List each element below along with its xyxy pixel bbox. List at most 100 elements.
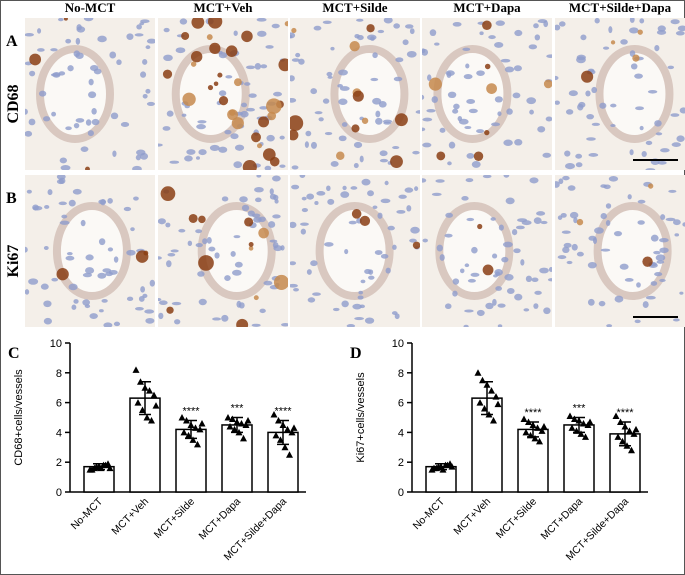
nucleus [557, 215, 563, 220]
nucleus [372, 52, 378, 59]
nucleus [448, 141, 456, 149]
significance-label: **** [274, 405, 292, 417]
nucleus [230, 133, 239, 140]
nucleus [206, 237, 212, 244]
nucleus [435, 179, 445, 183]
nucleus [68, 283, 78, 291]
nucleus [585, 90, 591, 97]
nucleus [384, 180, 389, 186]
nucleus [358, 290, 364, 295]
nucleus [545, 116, 552, 122]
nucleus [290, 221, 297, 229]
nucleus [224, 129, 232, 135]
nucleus [214, 252, 220, 259]
nucleus [563, 242, 572, 248]
nucleus [105, 271, 113, 277]
data-point [137, 378, 144, 385]
nucleus [383, 121, 392, 125]
nucleus [361, 178, 371, 186]
nucleus [422, 142, 432, 148]
nucleus [461, 196, 469, 201]
nucleus [422, 117, 433, 122]
nucleus [65, 255, 75, 261]
stained-cell [160, 186, 176, 201]
nucleus [290, 75, 295, 82]
nucleus [564, 150, 571, 157]
nucleus [429, 29, 437, 37]
stained-cell [637, 29, 643, 35]
data-point [536, 437, 543, 445]
nucleus [110, 112, 119, 120]
nucleus [65, 38, 72, 44]
data-point [152, 402, 160, 409]
stained-cell [241, 30, 253, 43]
data-point [623, 442, 631, 449]
nucleus [178, 228, 186, 233]
nucleus [543, 20, 549, 28]
tissue [555, 18, 685, 170]
nucleus [142, 93, 148, 99]
nucleus [504, 66, 515, 73]
nucleus [531, 277, 539, 283]
nucleus [452, 108, 459, 114]
panel-letter: B [6, 190, 17, 207]
stained-cell [166, 306, 174, 314]
nucleus [233, 30, 238, 36]
data-point [534, 424, 541, 431]
nucleus [673, 219, 681, 226]
stained-cell [290, 129, 299, 141]
nucleus [364, 317, 375, 324]
stained-cell [248, 241, 254, 247]
nucleus [463, 73, 473, 80]
nucleus [240, 110, 249, 118]
nucleus [304, 141, 309, 148]
data-point [538, 427, 546, 434]
nucleus [136, 24, 142, 30]
nucleus [327, 198, 335, 205]
nucleus [639, 18, 645, 24]
data-point [141, 384, 149, 391]
nucleus [415, 110, 420, 114]
nucleus [650, 234, 659, 242]
nucleus [305, 130, 312, 137]
data-point [485, 411, 493, 418]
micrograph [290, 175, 420, 327]
nucleus [377, 212, 383, 219]
nucleus [232, 269, 242, 276]
nucleus [546, 54, 552, 58]
stained-cell [229, 109, 236, 116]
nucleus [506, 287, 515, 295]
data-point [196, 425, 204, 433]
nucleus [120, 122, 130, 128]
nucleus [608, 176, 619, 182]
data-point [621, 422, 629, 430]
data-point [226, 422, 234, 430]
data-point [286, 451, 293, 458]
nucleus [654, 271, 663, 277]
nucleus [367, 34, 377, 41]
stained-cell [351, 209, 362, 219]
stained-cell [248, 246, 254, 251]
stained-cell [642, 256, 653, 267]
nucleus [555, 24, 561, 31]
tissue [290, 18, 420, 170]
nucleus [629, 149, 634, 156]
nucleus [107, 247, 114, 252]
y-tick-label: 0 [398, 487, 404, 499]
nucleus [485, 302, 494, 310]
nucleus [239, 196, 248, 203]
nucleus [37, 48, 45, 52]
nucleus [339, 86, 350, 91]
data-point [520, 415, 528, 422]
stained-cell [251, 132, 261, 143]
data-point [488, 387, 495, 394]
column-header: MCT+Veh [194, 0, 254, 15]
nucleus [230, 251, 236, 257]
nucleus [555, 100, 560, 105]
data-point [187, 421, 195, 428]
nucleus [620, 39, 628, 45]
vessel [52, 202, 131, 300]
nucleus [387, 225, 395, 231]
nucleus [495, 20, 505, 26]
stained-cell [258, 227, 269, 239]
